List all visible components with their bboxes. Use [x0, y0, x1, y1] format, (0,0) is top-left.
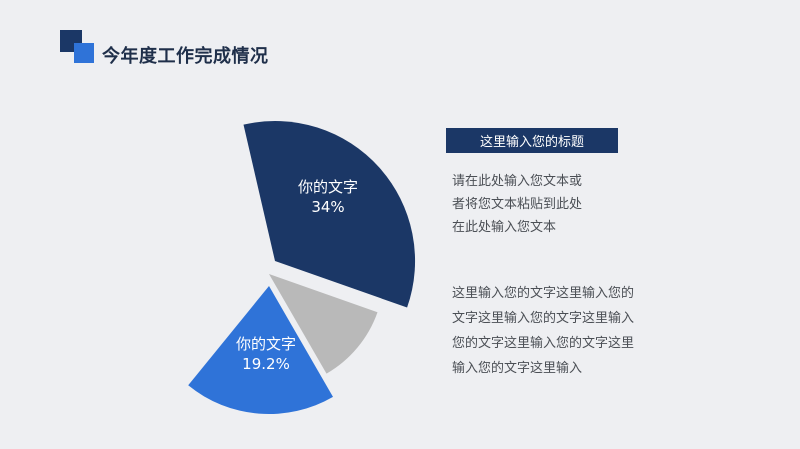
pie-slice-label-0: 你的文字	[298, 178, 358, 196]
subtitle-text: 这里输入您的标题	[479, 135, 584, 150]
pie-slice-label-1: 你的文字	[236, 335, 296, 353]
logo-squares	[0, 0, 110, 80]
logo-square-light	[74, 43, 94, 63]
body-paragraph: 这里输入您的文字这里输入您的 文字这里输入您的文字这里输入 您的文字这里输入您的…	[452, 286, 635, 376]
pie-slice-1	[188, 286, 333, 415]
description-text: 请在此处输入您文本或 者将您文本粘贴到此处 在此处输入您文本	[452, 174, 583, 235]
pie-slice-2	[269, 274, 378, 374]
pie-slice-value-1: 19.2%	[242, 355, 290, 373]
subtitle-bar: 这里输入您的标题	[446, 128, 618, 153]
pie-slice-0	[243, 120, 416, 308]
pie-slice-value-0: 34%	[311, 198, 344, 216]
page-title: 今年度工作完成情况	[102, 46, 269, 67]
